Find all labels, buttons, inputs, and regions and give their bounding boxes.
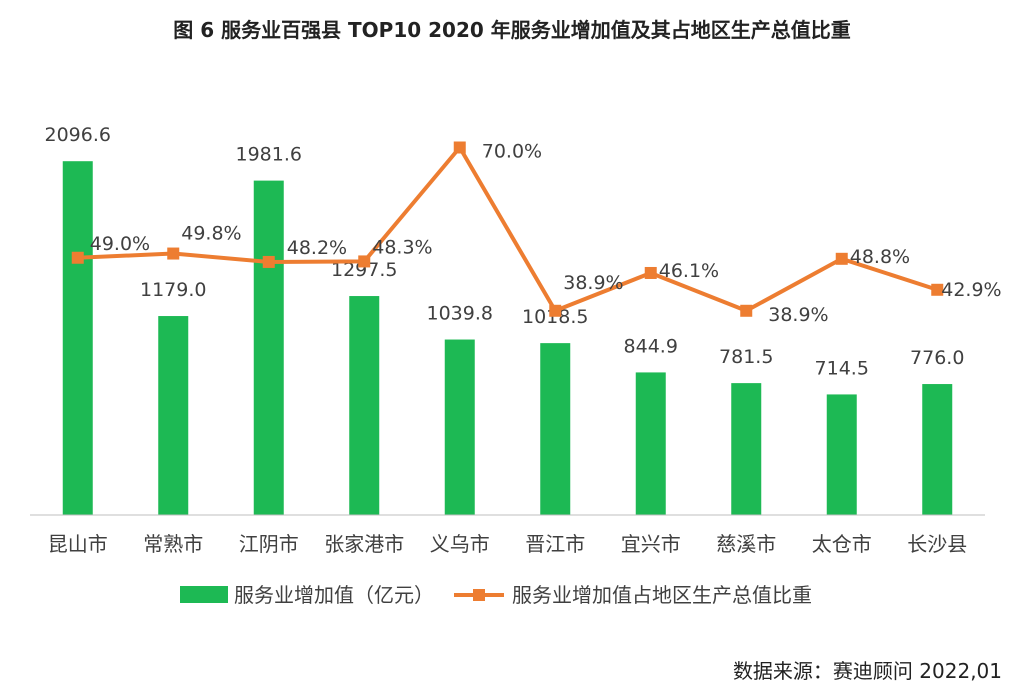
line-marker	[358, 255, 371, 268]
legend-label-line: 服务业增加值占地区生产总值比重	[512, 583, 812, 607]
legend: 服务业增加值（亿元） 服务业增加值占地区生产总值比重	[180, 583, 812, 607]
bar	[635, 372, 666, 515]
line-path	[77, 145, 938, 313]
line-marker	[644, 266, 657, 279]
bar-series	[62, 161, 953, 516]
line-marker	[71, 251, 84, 264]
x-tick-label: 昆山市	[48, 532, 108, 556]
x-tick-label: 宜兴市	[621, 532, 681, 556]
line-value-label: 48.3%	[372, 236, 432, 258]
bar-value-label: 1039.8	[427, 303, 493, 325]
line-value-label: 70.0%	[482, 141, 542, 163]
bar	[253, 180, 284, 516]
bar	[158, 316, 189, 515]
x-tick-label: 义乌市	[430, 532, 490, 556]
line-value-label: 49.0%	[90, 233, 150, 255]
legend-label-bar: 服务业增加值（亿元）	[234, 583, 434, 607]
bar-value-label: 2096.6	[45, 124, 111, 146]
line-marker	[549, 304, 562, 317]
line-value-label: 49.8%	[181, 223, 241, 245]
bar-value-label: 776.0	[910, 347, 964, 369]
bar-value-label: 1018.5	[522, 306, 588, 328]
x-tick-label: 晋江市	[525, 532, 585, 556]
line-marker	[262, 255, 275, 268]
chart-title: 图 6 服务业百强县 TOP10 2020 年服务业增加值及其占地区生产总值比重	[173, 18, 851, 42]
bar	[826, 394, 857, 515]
line-marker	[931, 283, 944, 296]
line-value-label: 42.9%	[941, 279, 1001, 301]
legend-swatch-bar	[180, 586, 228, 603]
x-tick-label: 太仓市	[812, 532, 872, 556]
bar-value-label: 1297.5	[331, 259, 397, 281]
x-tick-label: 江阴市	[239, 532, 299, 556]
bar	[349, 296, 380, 515]
bar-value-label: 1179.0	[140, 279, 206, 301]
line-marker	[167, 247, 180, 260]
bar-value-label: 1981.6	[236, 144, 302, 166]
line-value-label: 38.9%	[768, 304, 828, 326]
line-marker	[453, 141, 466, 154]
bar-data-labels: 2096.6 1179.0 1981.6 1297.5 1039.8 1018.5 844.…	[45, 124, 965, 379]
data-source-note: 数据来源：赛迪顾问 2022,01	[732, 659, 1002, 683]
line-marker	[835, 252, 848, 265]
bar-value-label: 714.5	[815, 357, 869, 379]
line-value-label: 48.8%	[850, 246, 910, 268]
legend-swatch-marker	[473, 589, 485, 601]
line-marker	[740, 304, 753, 317]
x-tick-label: 张家港市	[324, 532, 404, 556]
line-value-label: 48.2%	[287, 237, 347, 259]
bar-value-label: 844.9	[624, 335, 678, 357]
line-series	[71, 141, 944, 317]
bar	[731, 383, 762, 515]
x-tick-labels: 昆山市 常熟市 江阴市 张家港市 义乌市 晋江市 宜兴市 慈溪市 太仓市 长沙县	[48, 532, 968, 556]
bar	[62, 161, 93, 516]
x-tick-label: 长沙县	[907, 532, 967, 556]
line-value-label: 38.9%	[563, 272, 623, 294]
combo-chart: 2096.6 1179.0 1981.6 1297.5 1039.8 1018.5 844.…	[30, 124, 1002, 607]
x-tick-label: 常熟市	[143, 532, 203, 556]
x-tick-label: 慈溪市	[716, 532, 776, 556]
bar	[540, 343, 571, 515]
bar-value-label: 781.5	[719, 346, 773, 368]
line-data-labels: 49.0% 49.8% 48.2% 48.3% 70.0% 38.9% 46.1% 38.9%…	[90, 141, 1002, 326]
line-value-label: 46.1%	[659, 260, 719, 282]
bar	[922, 384, 953, 515]
bar	[444, 339, 475, 515]
